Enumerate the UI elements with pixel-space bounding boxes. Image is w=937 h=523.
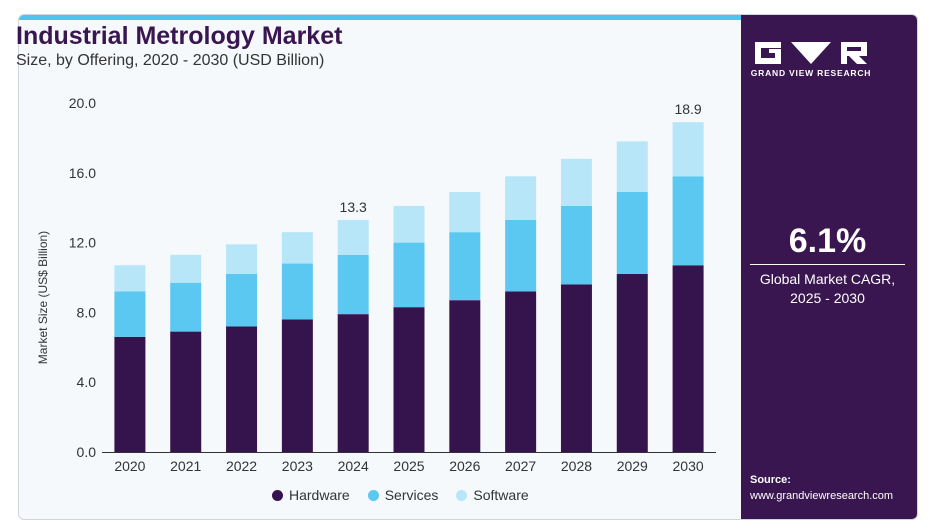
brand-name: GRAND VIEW RESEARCH	[750, 68, 872, 78]
chart-subtitle: Size, by Offering, 2020 - 2030 (USD Bill…	[16, 52, 325, 69]
bar-hardware-2021	[170, 331, 202, 452]
bar-hardware-2023	[281, 319, 313, 452]
cagr-label-line2: 2025 - 2030	[790, 290, 865, 306]
brand-logo-mark	[755, 42, 867, 64]
y-tick-label-5: 20.0	[69, 95, 96, 111]
brand-panel	[741, 15, 917, 519]
legend-swatch-services	[367, 489, 379, 501]
cagr-divider	[750, 264, 905, 265]
bar-services-2029	[616, 191, 648, 275]
y-tick-label-4: 16.0	[69, 165, 96, 181]
x-tick-label-2023: 2023	[282, 458, 313, 474]
cagr-label-line1: Global Market CAGR,	[759, 271, 896, 287]
x-tick-label-2021: 2021	[170, 458, 201, 474]
bar-hardware-2025	[393, 307, 425, 452]
legend-label-hardware: Hardware	[289, 487, 350, 503]
bar-services-2027	[505, 219, 537, 292]
cagr-value: 6.1%	[788, 222, 867, 260]
bar-software-2024	[337, 219, 369, 255]
bar-software-2023	[281, 232, 313, 264]
x-tick-label-2022: 2022	[226, 458, 257, 474]
legend-label-services: Services	[384, 487, 439, 503]
legend-item-services: Services	[367, 487, 439, 503]
bar-software-2028	[560, 158, 592, 206]
x-tick-label-2028: 2028	[561, 458, 592, 474]
legend-label-software: Software	[473, 487, 529, 503]
bar-software-2027	[505, 176, 537, 220]
bar-software-2022	[226, 244, 258, 275]
legend-swatch-hardware	[272, 489, 283, 501]
bar-software-2026	[449, 191, 481, 233]
y-axis-label: Market Size (US$ Billion)	[36, 231, 50, 364]
chart-legend: Hardware Services Software	[272, 487, 529, 503]
x-tick-label-2027: 2027	[505, 458, 536, 474]
bar-services-2024	[337, 254, 369, 315]
source-url[interactable]: www.grandviewresearch.com	[750, 490, 894, 502]
y-tick-label-1: 4.0	[77, 374, 97, 390]
bar-services-2020	[114, 291, 146, 337]
y-tick-label-2: 8.0	[77, 304, 97, 320]
data-label-2030: 18.9	[674, 101, 701, 117]
bar-software-2020	[114, 265, 146, 292]
bar-hardware-2024	[337, 314, 369, 452]
bar-services-2025	[393, 242, 425, 308]
x-tick-label-2020: 2020	[114, 458, 145, 474]
legend-swatch-software	[456, 489, 468, 501]
bar-hardware-2020	[114, 336, 146, 452]
brand-logo: GRAND VIEW RESEARCH	[747, 40, 875, 78]
bar-services-2026	[449, 232, 481, 301]
bar-services-2028	[560, 205, 592, 285]
bar-hardware-2022	[226, 326, 258, 452]
cagr-label: Global Market CAGR, 2025 - 2030	[740, 270, 915, 308]
x-tick-label-2025: 2025	[393, 458, 424, 474]
bar-hardware-2029	[616, 274, 648, 452]
bar-services-2023	[281, 263, 313, 320]
bar-hardware-2027	[505, 291, 537, 452]
bar-hardware-2028	[560, 284, 592, 452]
legend-item-hardware: Hardware	[272, 487, 350, 503]
x-tick-label-2024: 2024	[338, 458, 369, 474]
bar-hardware-2030	[672, 265, 704, 452]
x-tick-label-2029: 2029	[617, 458, 648, 474]
bar-hardware-2026	[449, 300, 481, 452]
x-tick-label-2030: 2030	[673, 458, 704, 474]
y-tick-label-0: 0.0	[77, 444, 97, 460]
chart-title: Industrial Metrology Market	[16, 22, 343, 50]
bar-services-2021	[170, 282, 202, 332]
bar-software-2025	[393, 205, 425, 243]
source-label: Source:	[750, 474, 791, 486]
legend-item-software: Software	[456, 487, 529, 503]
bar-services-2022	[226, 274, 258, 327]
data-label-2024: 13.3	[340, 199, 367, 215]
bar-services-2030	[672, 176, 704, 266]
bar-software-2030	[672, 122, 704, 177]
y-tick-label-3: 12.0	[69, 235, 96, 251]
accent-bar	[19, 15, 741, 20]
bar-software-2021	[170, 254, 202, 283]
bar-software-2029	[616, 141, 648, 192]
x-tick-label-2026: 2026	[449, 458, 480, 474]
